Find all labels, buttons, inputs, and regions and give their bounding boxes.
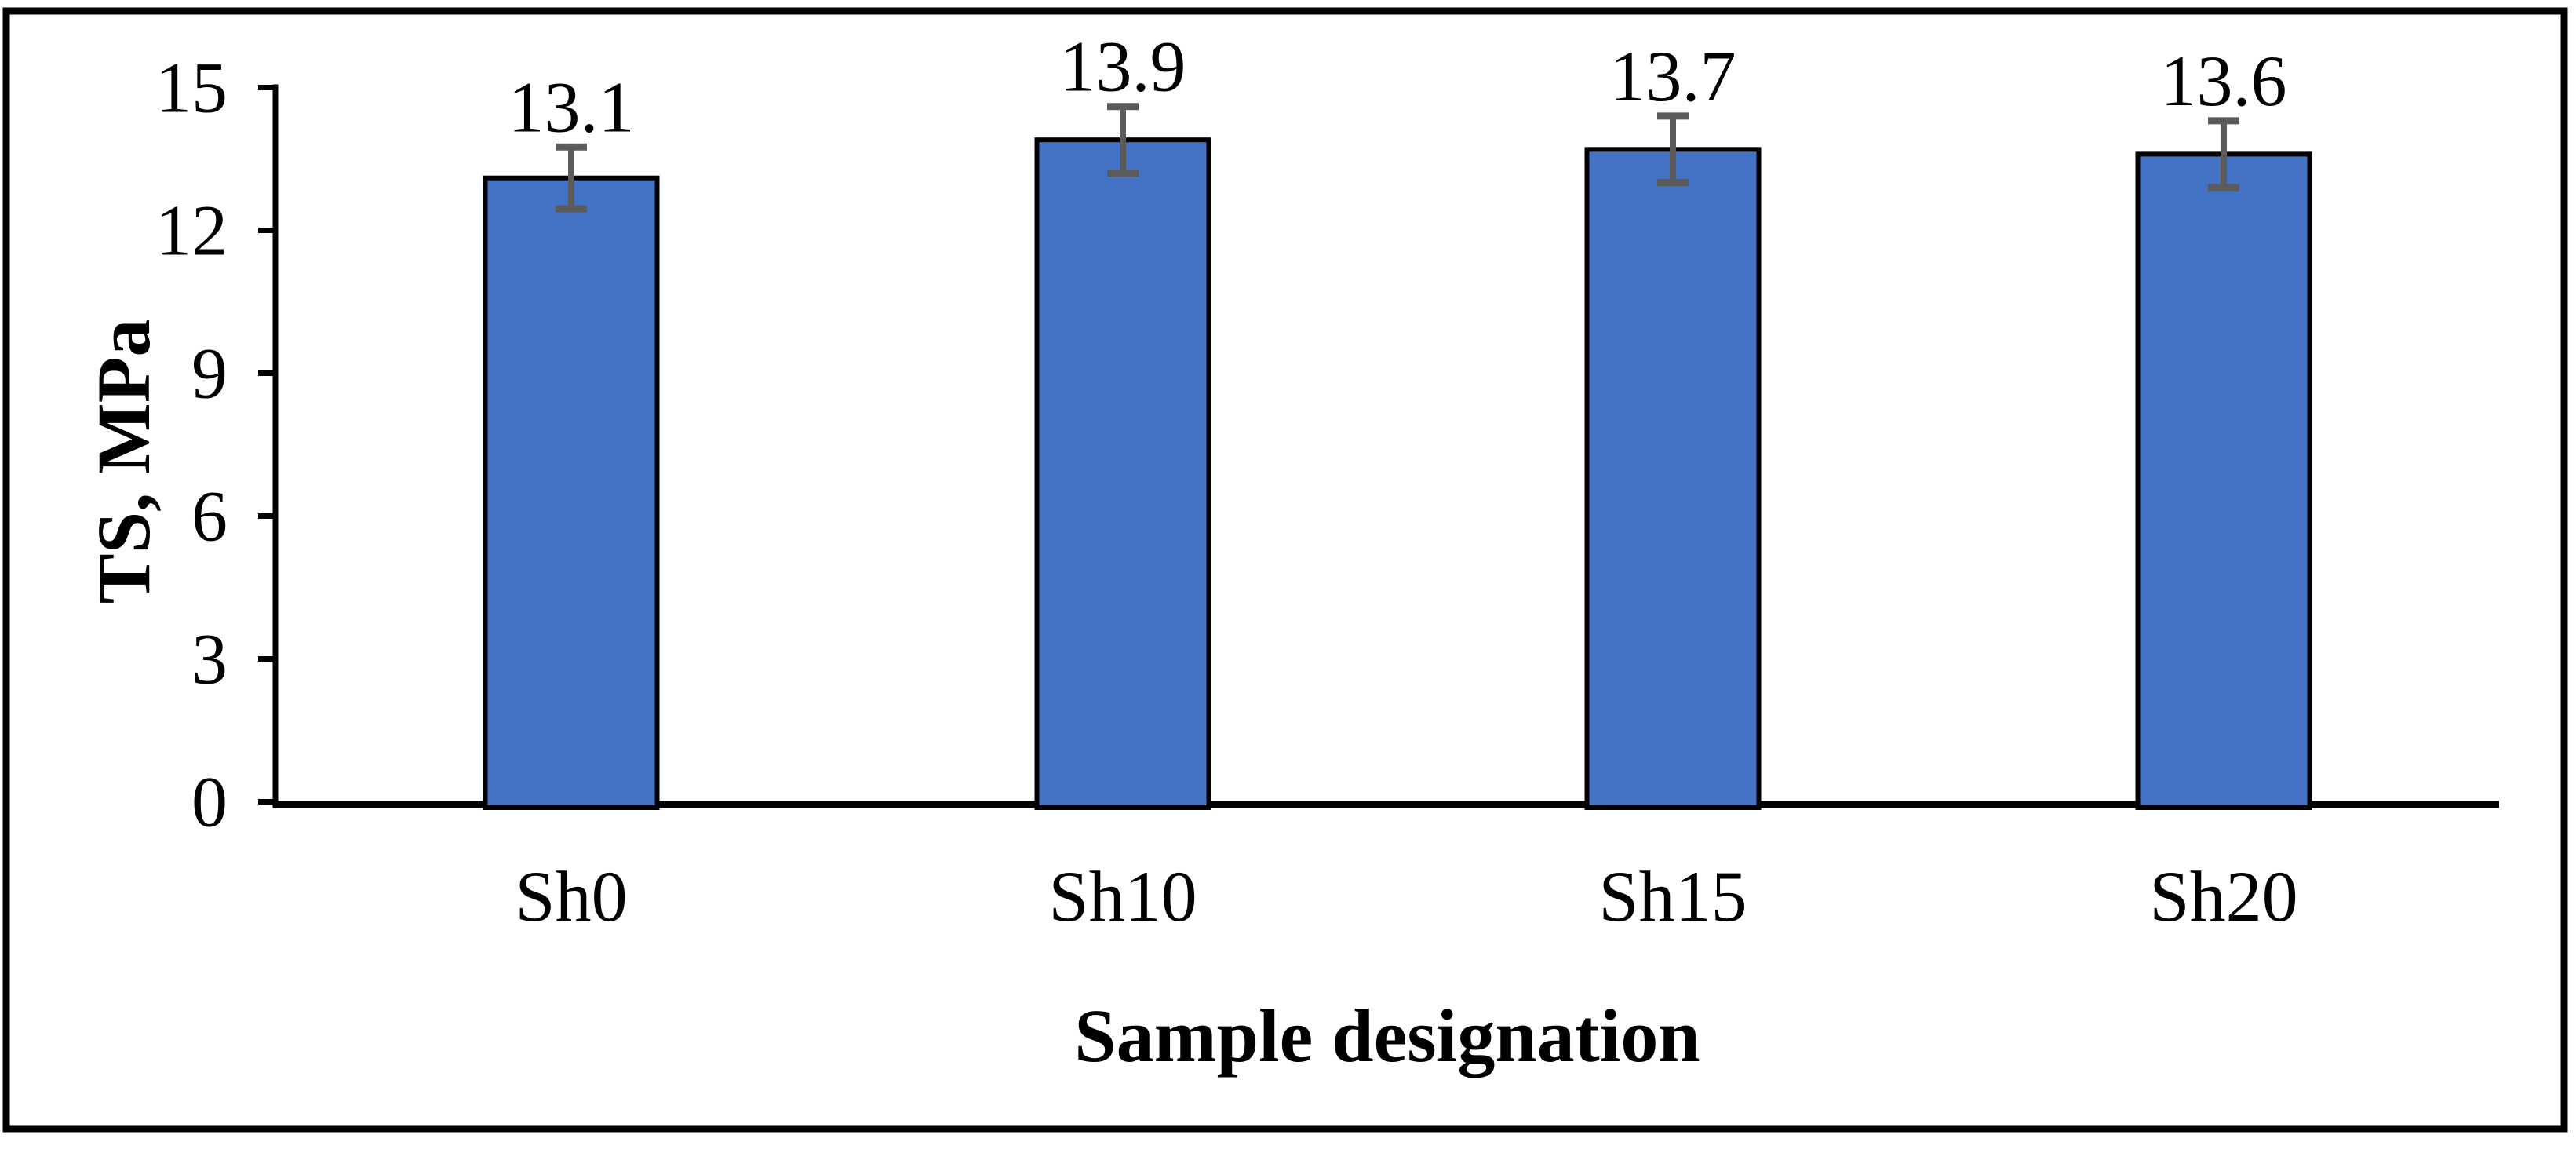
- x-axis-title: Sample designation: [1074, 994, 1700, 1078]
- chart-frame-border: [2, 7, 2568, 1133]
- plot-area: 0 3 6 9 12 15 13.1 Sh0 13.9 Sh10 13.7 Sh15 13.6 Sh20: [155, 27, 2499, 936]
- y-tick-label: 6: [191, 476, 228, 556]
- y-tick-label: 9: [191, 333, 228, 413]
- bar-value-label: 13.6: [2161, 41, 2287, 121]
- bar-Sh0: [483, 175, 660, 810]
- bar-value-label: 13.7: [1610, 36, 1736, 116]
- bar-Sh10: [1034, 137, 1211, 810]
- x-category-label: Sh10: [1048, 856, 1197, 936]
- y-tick-label: 3: [191, 618, 228, 699]
- x-category-label: Sh0: [515, 856, 627, 936]
- x-category-label: Sh15: [1598, 856, 1747, 936]
- bar-Sh15: [1584, 147, 1762, 811]
- y-tick-label: 0: [191, 762, 228, 842]
- y-tick-label: 15: [155, 47, 228, 127]
- bar-Sh20: [2135, 151, 2312, 810]
- x-category-label: Sh20: [2149, 856, 2297, 936]
- bar-value-label: 13.9: [1060, 27, 1186, 107]
- bar-value-label: 13.1: [508, 67, 635, 147]
- y-axis-title: TS, MPa: [82, 319, 166, 604]
- y-tick-label: 12: [155, 190, 228, 270]
